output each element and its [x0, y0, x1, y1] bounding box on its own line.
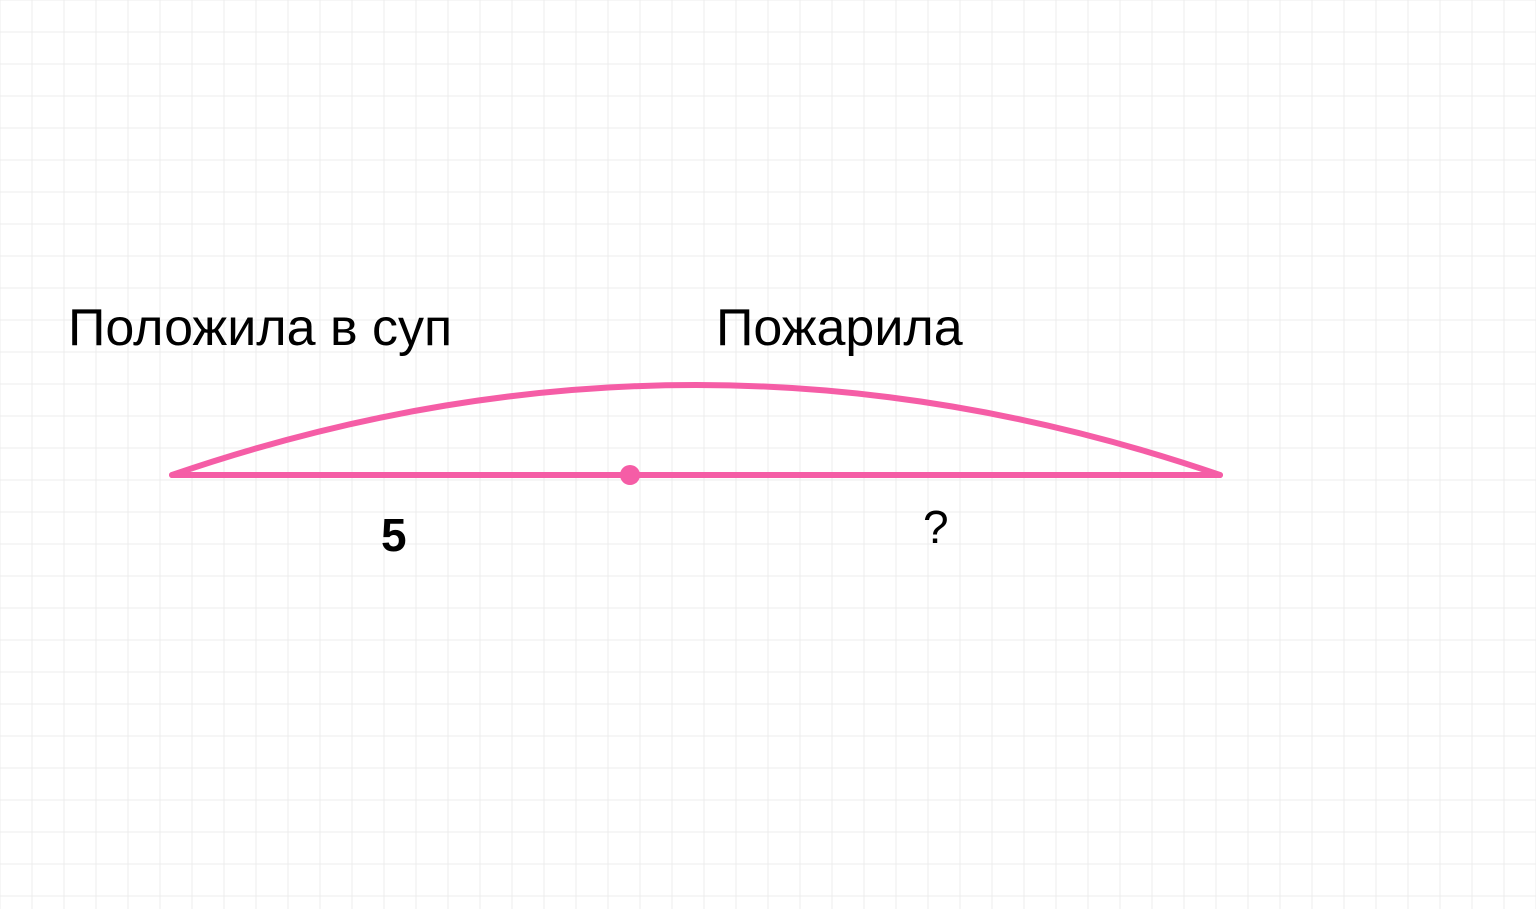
midpoint-dot: [620, 465, 640, 485]
arc: [172, 385, 1220, 475]
label-left-top: Положила в суп: [68, 298, 452, 358]
label-right-value: ?: [923, 500, 949, 554]
canvas: Положила в суп Пожарила 5 ?: [0, 0, 1536, 909]
label-left-value: 5: [381, 508, 407, 562]
label-right-top: Пожарила: [716, 298, 963, 358]
segment-diagram: [0, 0, 1536, 909]
